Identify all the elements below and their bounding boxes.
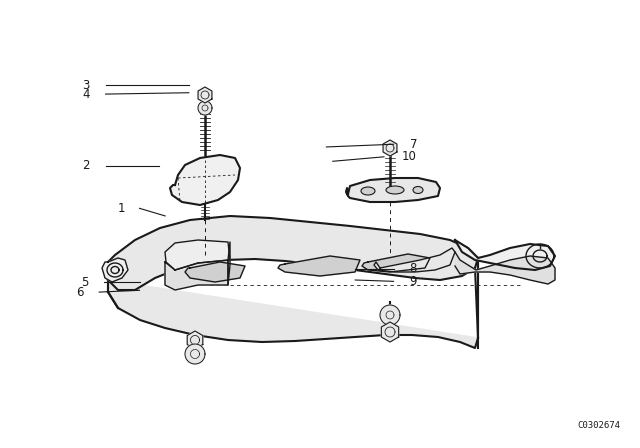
Text: 9: 9 — [410, 275, 417, 288]
Text: 2: 2 — [82, 159, 90, 172]
Polygon shape — [165, 260, 228, 290]
Polygon shape — [381, 322, 399, 342]
Ellipse shape — [413, 186, 423, 194]
Ellipse shape — [361, 187, 375, 195]
Text: 8: 8 — [410, 262, 417, 276]
Ellipse shape — [386, 186, 404, 194]
Polygon shape — [198, 101, 212, 115]
Text: 4: 4 — [82, 87, 90, 101]
Polygon shape — [108, 216, 478, 290]
Text: 3: 3 — [82, 78, 90, 92]
Text: 5: 5 — [81, 276, 88, 289]
Polygon shape — [374, 248, 455, 272]
Polygon shape — [170, 155, 240, 205]
Polygon shape — [198, 87, 212, 103]
Text: C0302674: C0302674 — [577, 421, 620, 430]
Polygon shape — [108, 216, 478, 348]
Polygon shape — [346, 178, 440, 202]
Polygon shape — [165, 240, 230, 270]
Polygon shape — [185, 262, 245, 282]
Polygon shape — [455, 252, 555, 284]
Polygon shape — [383, 140, 397, 156]
Polygon shape — [185, 344, 205, 364]
Text: 6: 6 — [76, 285, 83, 299]
Polygon shape — [188, 331, 203, 349]
Text: 7: 7 — [410, 138, 417, 151]
Polygon shape — [278, 256, 360, 276]
Polygon shape — [102, 258, 128, 282]
Polygon shape — [228, 242, 230, 285]
Text: 10: 10 — [402, 150, 417, 164]
Polygon shape — [362, 254, 430, 272]
Polygon shape — [380, 305, 400, 325]
Polygon shape — [455, 240, 555, 270]
Text: 1: 1 — [117, 202, 125, 215]
